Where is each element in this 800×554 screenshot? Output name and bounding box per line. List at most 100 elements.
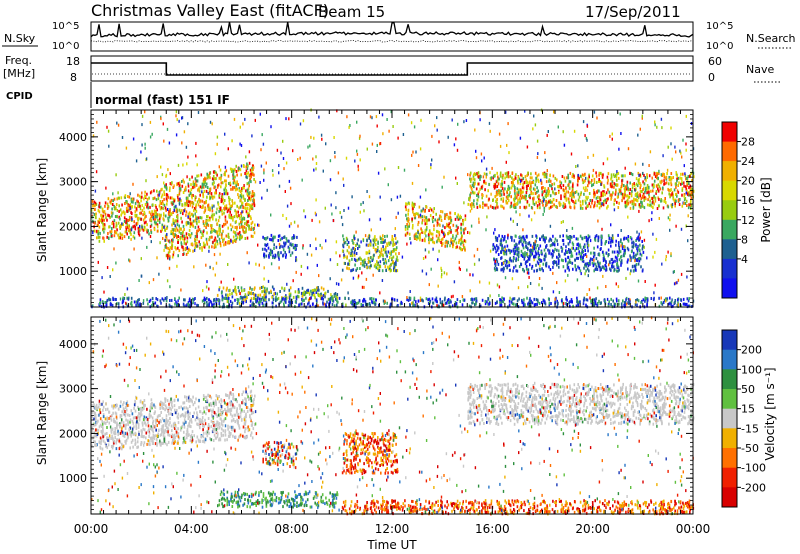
heatmap-cell — [574, 258, 576, 262]
heatmap-cell — [560, 258, 563, 262]
heatmap-cell — [616, 183, 619, 187]
heatmap-cell — [590, 180, 592, 184]
heatmap-cell — [504, 187, 506, 191]
heatmap-cell — [613, 268, 616, 272]
heatmap-cell — [649, 199, 651, 203]
heatmap-cell — [688, 186, 690, 190]
heatmap-cell — [239, 237, 241, 241]
heatmap-cell — [668, 192, 670, 196]
heatmap-cell — [534, 188, 536, 192]
heatmap-cell — [237, 286, 240, 289]
heatmap-cell — [239, 235, 241, 239]
heatmap-cell — [603, 190, 605, 194]
heatmap-cell — [421, 209, 423, 213]
heatmap-cell — [593, 246, 595, 250]
heatmap-cell — [616, 261, 619, 265]
heatmap-cell — [249, 287, 251, 291]
heatmap-cell — [111, 211, 114, 215]
heatmap-cell — [151, 132, 153, 136]
heatmap-cell — [625, 187, 628, 191]
heatmap-cell — [297, 290, 299, 294]
heatmap-cell — [518, 197, 521, 201]
heatmap-cell — [498, 177, 500, 181]
heatmap-cell — [607, 188, 609, 192]
heatmap-cell — [196, 222, 198, 226]
heatmap-cell — [624, 205, 627, 209]
heatmap-cell — [446, 301, 448, 305]
heatmap-cell — [513, 257, 515, 261]
heatmap-cell — [529, 300, 531, 304]
heatmap-cell — [368, 234, 371, 238]
heatmap-cell — [360, 202, 362, 206]
heatmap-cell — [243, 184, 245, 187]
heatmap-cell — [564, 205, 567, 209]
heatmap-cell — [136, 216, 139, 220]
heatmap-cell — [525, 241, 527, 245]
heatmap-cell — [532, 201, 535, 205]
heatmap-cell — [425, 234, 427, 238]
heatmap-cell — [646, 173, 648, 177]
heatmap-cell — [229, 183, 232, 187]
heatmap-cell — [581, 236, 583, 240]
heatmap-cell — [234, 231, 236, 235]
heatmap-cell — [379, 251, 382, 255]
heatmap-cell — [196, 200, 199, 204]
heatmap-cell — [441, 300, 444, 304]
heatmap-cell — [172, 253, 175, 257]
heatmap-cell — [229, 197, 231, 201]
heatmap-cell — [636, 247, 638, 251]
heatmap-cell — [247, 193, 249, 197]
heatmap-cell — [660, 199, 662, 203]
heatmap-cell — [564, 192, 567, 196]
heatmap-cell — [234, 168, 236, 172]
heatmap-cell — [208, 174, 210, 178]
heatmap-cell — [575, 256, 578, 260]
heatmap-cell — [627, 297, 630, 301]
heatmap-cell — [436, 222, 439, 225]
heatmap-cell — [177, 182, 180, 186]
heatmap-cell — [667, 187, 669, 191]
heatmap-cell — [264, 243, 266, 247]
heatmap-cell — [225, 206, 227, 210]
heatmap-cell — [173, 228, 176, 232]
heatmap-cell — [165, 254, 168, 258]
heatmap-cell — [180, 235, 182, 239]
heatmap-cell — [626, 180, 629, 184]
heatmap-cell — [360, 257, 362, 261]
heatmap-cell — [187, 212, 190, 216]
heatmap-cell — [298, 290, 300, 294]
heatmap-cell — [455, 234, 458, 238]
heatmap-cell — [572, 243, 575, 247]
freq-unit-label: [MHz] — [3, 67, 35, 80]
heatmap-cell — [537, 256, 540, 259]
heatmap-cell — [185, 232, 188, 236]
heatmap-cell — [357, 238, 359, 242]
heatmap-cell — [211, 224, 213, 228]
heatmap-cell — [523, 257, 526, 261]
heatmap-cell — [573, 174, 575, 178]
heatmap-cell — [434, 218, 436, 222]
freq-tick-low: 8 — [70, 71, 77, 84]
heatmap-cell — [127, 204, 130, 208]
heatmap-cell — [150, 229, 152, 233]
heatmap-cell — [595, 297, 597, 301]
heatmap-cell — [130, 296, 133, 300]
heatmap-cell — [195, 179, 197, 183]
heatmap-cell — [460, 236, 463, 240]
heatmap-cell — [177, 299, 179, 303]
heatmap-cell — [516, 187, 519, 191]
heatmap-cell — [506, 264, 509, 268]
heatmap-cell — [416, 235, 418, 239]
heatmap-cell — [376, 143, 378, 147]
heatmap-cell — [542, 172, 544, 176]
heatmap-cell — [547, 187, 550, 191]
heatmap-cell — [318, 288, 320, 292]
heatmap-cell — [240, 223, 243, 226]
heatmap-cell — [122, 296, 124, 300]
heatmap-cell — [623, 187, 626, 191]
heatmap-cell — [174, 229, 177, 232]
heatmap-cell — [283, 299, 286, 303]
heatmap-cell — [132, 182, 134, 186]
heatmap-cell — [583, 266, 585, 270]
heatmap-cell — [181, 231, 184, 235]
